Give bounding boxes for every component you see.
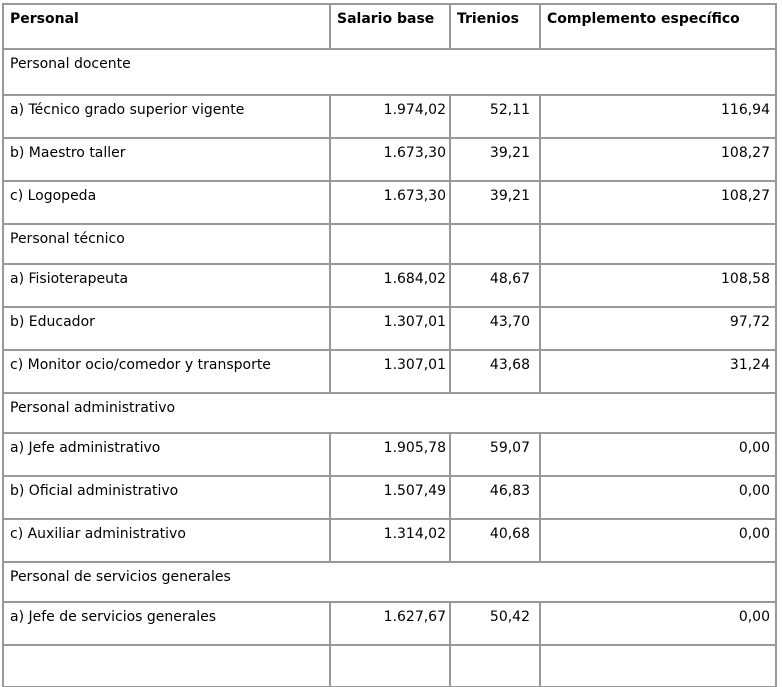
table-row: c) Monitor ocio/comedor y transporte 1.3… <box>2 349 777 394</box>
cell-complemento: 0,00 <box>539 518 777 563</box>
cell-salario-base: 1.673,30 <box>329 137 451 182</box>
cell-complemento: 0,00 <box>539 601 777 646</box>
cell-complemento: 97,72 <box>539 306 777 351</box>
cell-trienios: 40,68 <box>449 518 541 563</box>
table-row: b) Oficial administrativo 1.507,49 46,83… <box>2 475 777 520</box>
cell-salario-base: 1.974,02 <box>329 94 451 139</box>
section-label: Personal de servicios generales <box>2 561 777 603</box>
section-row-personal-servicios-generales: Personal de servicios generales <box>2 561 777 603</box>
cell-trienios: 50,42 <box>449 601 541 646</box>
table-row-clipped <box>2 644 777 687</box>
cell-complemento: 116,94 <box>539 94 777 139</box>
table-row: c) Auxiliar administrativo 1.314,02 40,6… <box>2 518 777 563</box>
cell-label: a) Técnico grado superior vigente <box>2 94 331 139</box>
table-row: a) Jefe administrativo 1.905,78 59,07 0,… <box>2 432 777 477</box>
cell-salario-base: 1.507,49 <box>329 475 451 520</box>
cell-salario-base <box>329 644 451 687</box>
cell-salario-base: 1.307,01 <box>329 306 451 351</box>
cell-label: b) Maestro taller <box>2 137 331 182</box>
table-row: b) Maestro taller 1.673,30 39,21 108,27 <box>2 137 777 182</box>
cell-trienios: 39,21 <box>449 180 541 225</box>
cell-trienios <box>449 223 541 265</box>
salary-table: Personal Salario base Trienios Complemen… <box>2 3 777 687</box>
cell-label <box>2 644 331 687</box>
cell-trienios: 52,11 <box>449 94 541 139</box>
cell-label: c) Logopeda <box>2 180 331 225</box>
cell-trienios <box>449 644 541 687</box>
cell-label: a) Fisioterapeuta <box>2 263 331 308</box>
cell-label: c) Auxiliar administrativo <box>2 518 331 563</box>
section-row-personal-administrativo: Personal administrativo <box>2 392 777 434</box>
cell-label: b) Oficial administrativo <box>2 475 331 520</box>
col-header-salario-base: Salario base <box>329 3 451 50</box>
section-label: Personal docente <box>2 48 777 96</box>
section-label: Personal administrativo <box>2 392 777 434</box>
cell-complemento: 0,00 <box>539 432 777 477</box>
section-row-personal-tecnico: Personal técnico <box>2 223 777 265</box>
cell-complemento: 108,27 <box>539 180 777 225</box>
cell-trienios: 48,67 <box>449 263 541 308</box>
table-row: a) Fisioterapeuta 1.684,02 48,67 108,58 <box>2 263 777 308</box>
header-row: Personal Salario base Trienios Complemen… <box>2 3 777 50</box>
cell-label: b) Educador <box>2 306 331 351</box>
cell-label: a) Jefe administrativo <box>2 432 331 477</box>
cell-trienios: 43,68 <box>449 349 541 394</box>
table-row: b) Educador 1.307,01 43,70 97,72 <box>2 306 777 351</box>
cell-complemento: 31,24 <box>539 349 777 394</box>
cell-complemento <box>539 223 777 265</box>
col-header-trienios: Trienios <box>449 3 541 50</box>
cell-salario-base: 1.307,01 <box>329 349 451 394</box>
cell-trienios: 59,07 <box>449 432 541 477</box>
col-header-complemento: Complemento específico <box>539 3 777 50</box>
cell-salario-base <box>329 223 451 265</box>
cell-trienios: 46,83 <box>449 475 541 520</box>
cell-salario-base: 1.684,02 <box>329 263 451 308</box>
cell-salario-base: 1.673,30 <box>329 180 451 225</box>
table-row: a) Jefe de servicios generales 1.627,67 … <box>2 601 777 646</box>
cell-label: a) Jefe de servicios generales <box>2 601 331 646</box>
cell-trienios: 39,21 <box>449 137 541 182</box>
cell-trienios: 43,70 <box>449 306 541 351</box>
cell-complemento: 0,00 <box>539 475 777 520</box>
col-header-personal: Personal <box>2 3 331 50</box>
table-row: a) Técnico grado superior vigente 1.974,… <box>2 94 777 139</box>
section-label: Personal técnico <box>2 223 331 265</box>
cell-complemento <box>539 644 777 687</box>
cell-salario-base: 1.627,67 <box>329 601 451 646</box>
cell-complemento: 108,58 <box>539 263 777 308</box>
section-row-personal-docente: Personal docente <box>2 48 777 96</box>
table-row: c) Logopeda 1.673,30 39,21 108,27 <box>2 180 777 225</box>
cell-label: c) Monitor ocio/comedor y transporte <box>2 349 331 394</box>
cell-complemento: 108,27 <box>539 137 777 182</box>
cell-salario-base: 1.314,02 <box>329 518 451 563</box>
cell-salario-base: 1.905,78 <box>329 432 451 477</box>
